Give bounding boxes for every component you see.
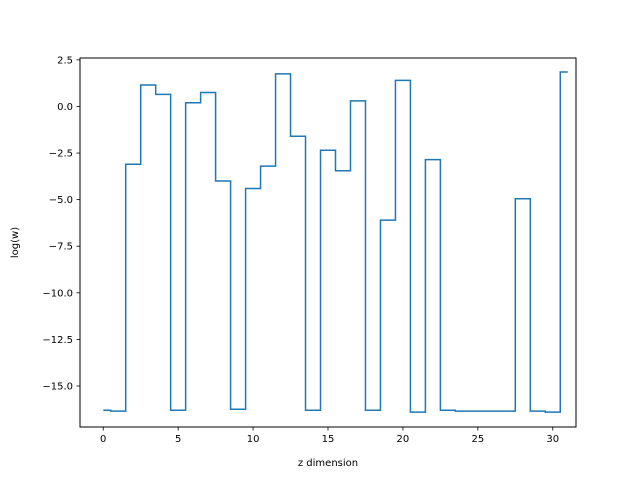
y-tick-label: 2.5 [57,55,73,66]
plot-area [80,58,576,427]
y-tick-label: −12.5 [42,335,73,346]
y-axis-ticks: 2.5 0.0 −2.5 −5.0 −7.5 −10.0 −12.5 −15.0 [42,55,80,393]
series-line [103,71,568,413]
x-tick-label: 25 [471,434,484,445]
y-tick-label: −15.0 [42,382,73,393]
y-tick-label: −7.5 [49,242,73,253]
plot-frame [79,57,577,428]
x-tick-label: 30 [546,434,559,445]
y-tick-label: −5.0 [49,195,73,206]
y-axis-label: log(w) [10,227,21,258]
x-tick-label: 20 [397,434,410,445]
x-axis-label: z dimension [298,458,358,469]
y-tick-label: −10.0 [42,288,73,299]
x-tick-label: 10 [247,434,260,445]
series-layer [103,71,568,413]
y-tick-label: −2.5 [49,149,73,160]
y-tick-label: 0.0 [57,102,73,113]
x-axis-ticks: 0 5 10 15 20 25 30 [100,427,559,445]
x-tick-label: 15 [322,434,335,445]
x-tick-label: 5 [175,434,181,445]
x-tick-label: 0 [100,434,106,445]
